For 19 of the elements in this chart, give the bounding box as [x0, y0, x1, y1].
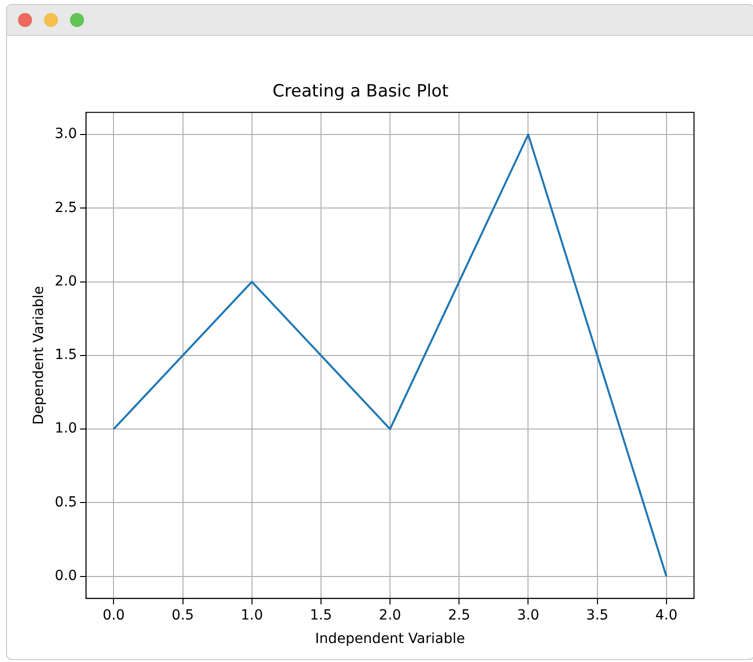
x-tick-label: 0.0: [102, 607, 125, 624]
y-tick-label: 2.0: [54, 273, 78, 290]
y-tick-label: 1.0: [54, 420, 78, 437]
y-tick-label: 0.0: [54, 568, 78, 584]
y-tick-label: 3.0: [54, 126, 78, 142]
x-tick-label: 2.5: [448, 607, 470, 624]
x-tick-label: 3.5: [586, 607, 608, 624]
y-tick-label: 0.5: [54, 494, 78, 510]
y-tick-label: 2.5: [54, 200, 78, 216]
y-tick-label: 1.5: [54, 347, 78, 364]
x-tick-label: 0.5: [172, 607, 194, 624]
x-tick-label: 2.0: [378, 607, 402, 624]
chart-title: Creating a Basic Plot: [272, 82, 449, 102]
x-tick-label: 1.5: [310, 607, 332, 624]
x-tick-label: 3.0: [517, 607, 540, 624]
x-axis-title: Independent Variable: [315, 631, 465, 648]
y-axis-title: Dependent Variable: [31, 286, 48, 425]
x-tick-label: 4.0: [655, 607, 678, 624]
x-tick-label: 1.0: [240, 607, 263, 624]
